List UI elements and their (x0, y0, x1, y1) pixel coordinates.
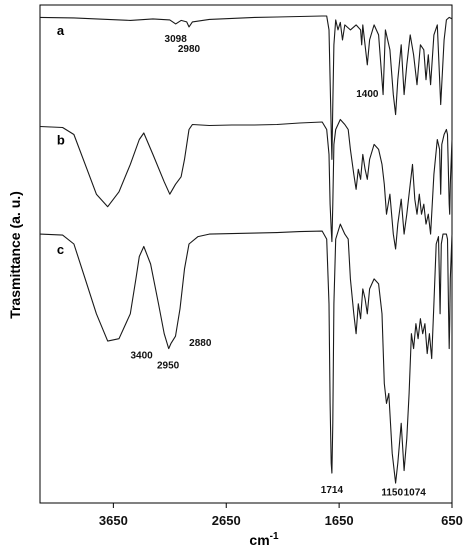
plot-frame (39, 4, 453, 504)
peak-label: 3098 (165, 34, 188, 45)
series-label-c: c (57, 242, 64, 257)
spectrum-line-b (39, 118, 453, 250)
peak-label: 1714 (321, 485, 344, 496)
peak-label: 2880 (189, 338, 212, 349)
peak-label: 1400 (356, 89, 379, 100)
spectrum-line-a (39, 15, 453, 160)
x-axis-label: cm-1 (249, 531, 279, 548)
x-tick-label: 2650 (212, 513, 241, 528)
x-tick-label: 3650 (99, 513, 128, 528)
x-axis-label-superscript: -1 (270, 531, 279, 542)
x-tick-label: 650 (441, 513, 463, 528)
peak-label: 2950 (157, 361, 180, 372)
peak-label: 3400 (130, 351, 153, 362)
spectrum-line-c (39, 223, 453, 484)
x-axis-ticks: 3650 2650 1650 650 (99, 503, 463, 528)
series-labels: a b c (57, 23, 65, 257)
peak-label: 1074 (404, 488, 427, 499)
x-axis-label-base: cm (249, 532, 269, 548)
spectra (39, 15, 453, 484)
series-label-b: b (57, 132, 65, 147)
series-label-a: a (57, 23, 65, 38)
peak-label: 1150 (381, 488, 403, 499)
x-tick-label: 1650 (325, 513, 354, 528)
y-axis-label: Trasmittance (a. u.) (7, 191, 23, 319)
peak-label: 2980 (178, 44, 201, 55)
